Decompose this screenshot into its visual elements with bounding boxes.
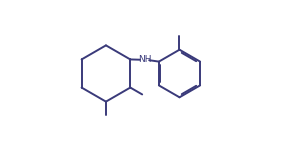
Text: NH: NH — [138, 55, 151, 64]
